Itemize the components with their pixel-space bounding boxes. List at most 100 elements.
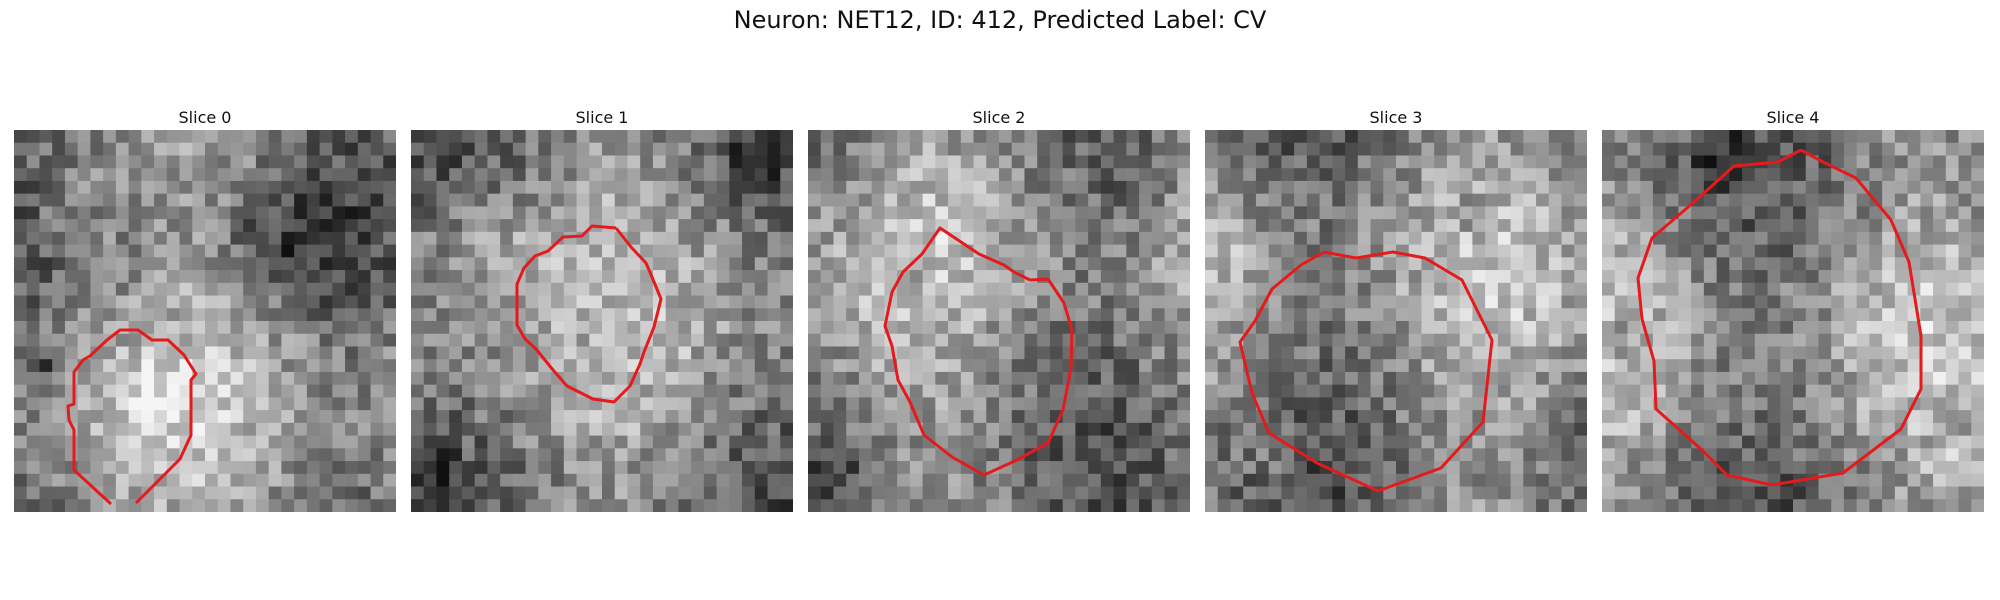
image-pixel <box>128 448 142 462</box>
image-pixel <box>858 308 873 322</box>
image-pixel <box>90 473 104 488</box>
image-pixel <box>1869 219 1883 233</box>
image-pixel <box>948 422 962 437</box>
image-pixel <box>1805 461 1820 475</box>
image-pixel <box>602 231 616 246</box>
image-pixel <box>1396 461 1410 475</box>
image-pixel <box>1703 270 1718 284</box>
image-pixel <box>627 321 641 335</box>
image-pixel <box>1574 308 1587 322</box>
image-pixel <box>729 231 743 246</box>
image-pixel <box>563 346 578 360</box>
image-pixel <box>897 282 911 297</box>
image-pixel <box>332 473 346 488</box>
image-pixel <box>1205 435 1219 449</box>
image-pixel <box>179 168 193 182</box>
image-pixel <box>1126 270 1140 284</box>
image-pixel <box>1818 346 1832 360</box>
image-pixel <box>52 384 66 398</box>
image-pixel <box>423 422 438 437</box>
image-pixel <box>332 257 346 271</box>
image-pixel <box>487 168 501 182</box>
image-pixel <box>383 371 396 386</box>
image-pixel <box>716 448 730 462</box>
image-pixel <box>1408 206 1423 220</box>
image-pixel <box>90 321 104 335</box>
image-pixel <box>986 270 1000 284</box>
image-pixel <box>897 435 911 449</box>
image-pixel <box>780 435 793 449</box>
image-pixel <box>512 244 527 258</box>
image-pixel <box>897 448 911 462</box>
image-pixel <box>1421 155 1435 169</box>
image-pixel <box>525 359 539 373</box>
image-pixel <box>846 206 860 220</box>
image-pixel <box>1945 142 1960 157</box>
image-pixel <box>1459 499 1473 512</box>
image-pixel <box>77 308 91 322</box>
image-pixel <box>255 219 270 233</box>
image-pixel <box>103 142 117 157</box>
image-pixel <box>179 282 193 297</box>
image-pixel <box>1139 168 1153 182</box>
image-pixel <box>205 180 219 195</box>
image-pixel <box>1100 321 1115 335</box>
image-pixel <box>1602 282 1616 297</box>
image-pixel <box>128 486 142 500</box>
image-pixel <box>281 371 295 386</box>
image-pixel <box>1574 130 1587 144</box>
image-pixel <box>1357 270 1372 284</box>
image-pixel <box>64 231 79 246</box>
image-pixel <box>1408 333 1423 348</box>
image-pixel <box>1561 180 1575 195</box>
image-pixel <box>1754 206 1769 220</box>
image-pixel <box>1357 295 1372 309</box>
image-pixel <box>576 333 590 348</box>
image-pixel <box>1574 461 1587 475</box>
image-pixel <box>1446 397 1461 411</box>
image-pixel <box>576 397 590 411</box>
image-pixel <box>1971 168 1984 182</box>
image-pixel <box>115 295 130 309</box>
image-pixel <box>808 371 822 386</box>
image-pixel <box>820 359 835 373</box>
image-pixel <box>436 244 450 258</box>
image-pixel <box>1177 461 1190 475</box>
image-pixel <box>665 461 679 475</box>
image-pixel <box>538 155 552 169</box>
image-pixel <box>960 359 975 373</box>
image-pixel <box>678 422 692 437</box>
image-pixel <box>678 461 692 475</box>
image-pixel <box>614 257 629 271</box>
image-pixel <box>217 308 232 322</box>
image-pixel <box>1139 270 1153 284</box>
image-pixel <box>1319 270 1333 284</box>
image-pixel <box>230 193 244 207</box>
image-pixel <box>1421 244 1435 258</box>
image-pixel <box>1678 333 1692 348</box>
image-pixel <box>729 499 743 512</box>
image-pixel <box>665 435 679 449</box>
image-pixel <box>255 193 270 207</box>
image-pixel <box>1164 422 1178 437</box>
image-pixel <box>411 473 425 488</box>
image-pixel <box>1907 461 1921 475</box>
image-pixel <box>614 270 629 284</box>
image-pixel <box>1230 435 1244 449</box>
image-pixel <box>1217 130 1232 144</box>
image-pixel <box>1856 461 1870 475</box>
image-pixel <box>1716 346 1730 360</box>
image-pixel <box>474 193 488 207</box>
image-pixel <box>1716 180 1730 195</box>
image-pixel <box>1088 295 1102 309</box>
image-pixel <box>1933 155 1947 169</box>
slice-title: Slice 1 <box>575 108 629 127</box>
image-pixel <box>77 231 91 246</box>
image-pixel <box>1742 282 1756 297</box>
image-pixel <box>1945 219 1960 233</box>
image-pixel <box>1294 473 1308 488</box>
image-pixel <box>1011 371 1026 386</box>
image-pixel <box>922 295 936 309</box>
image-pixel <box>306 499 321 512</box>
image-pixel <box>1548 422 1563 437</box>
